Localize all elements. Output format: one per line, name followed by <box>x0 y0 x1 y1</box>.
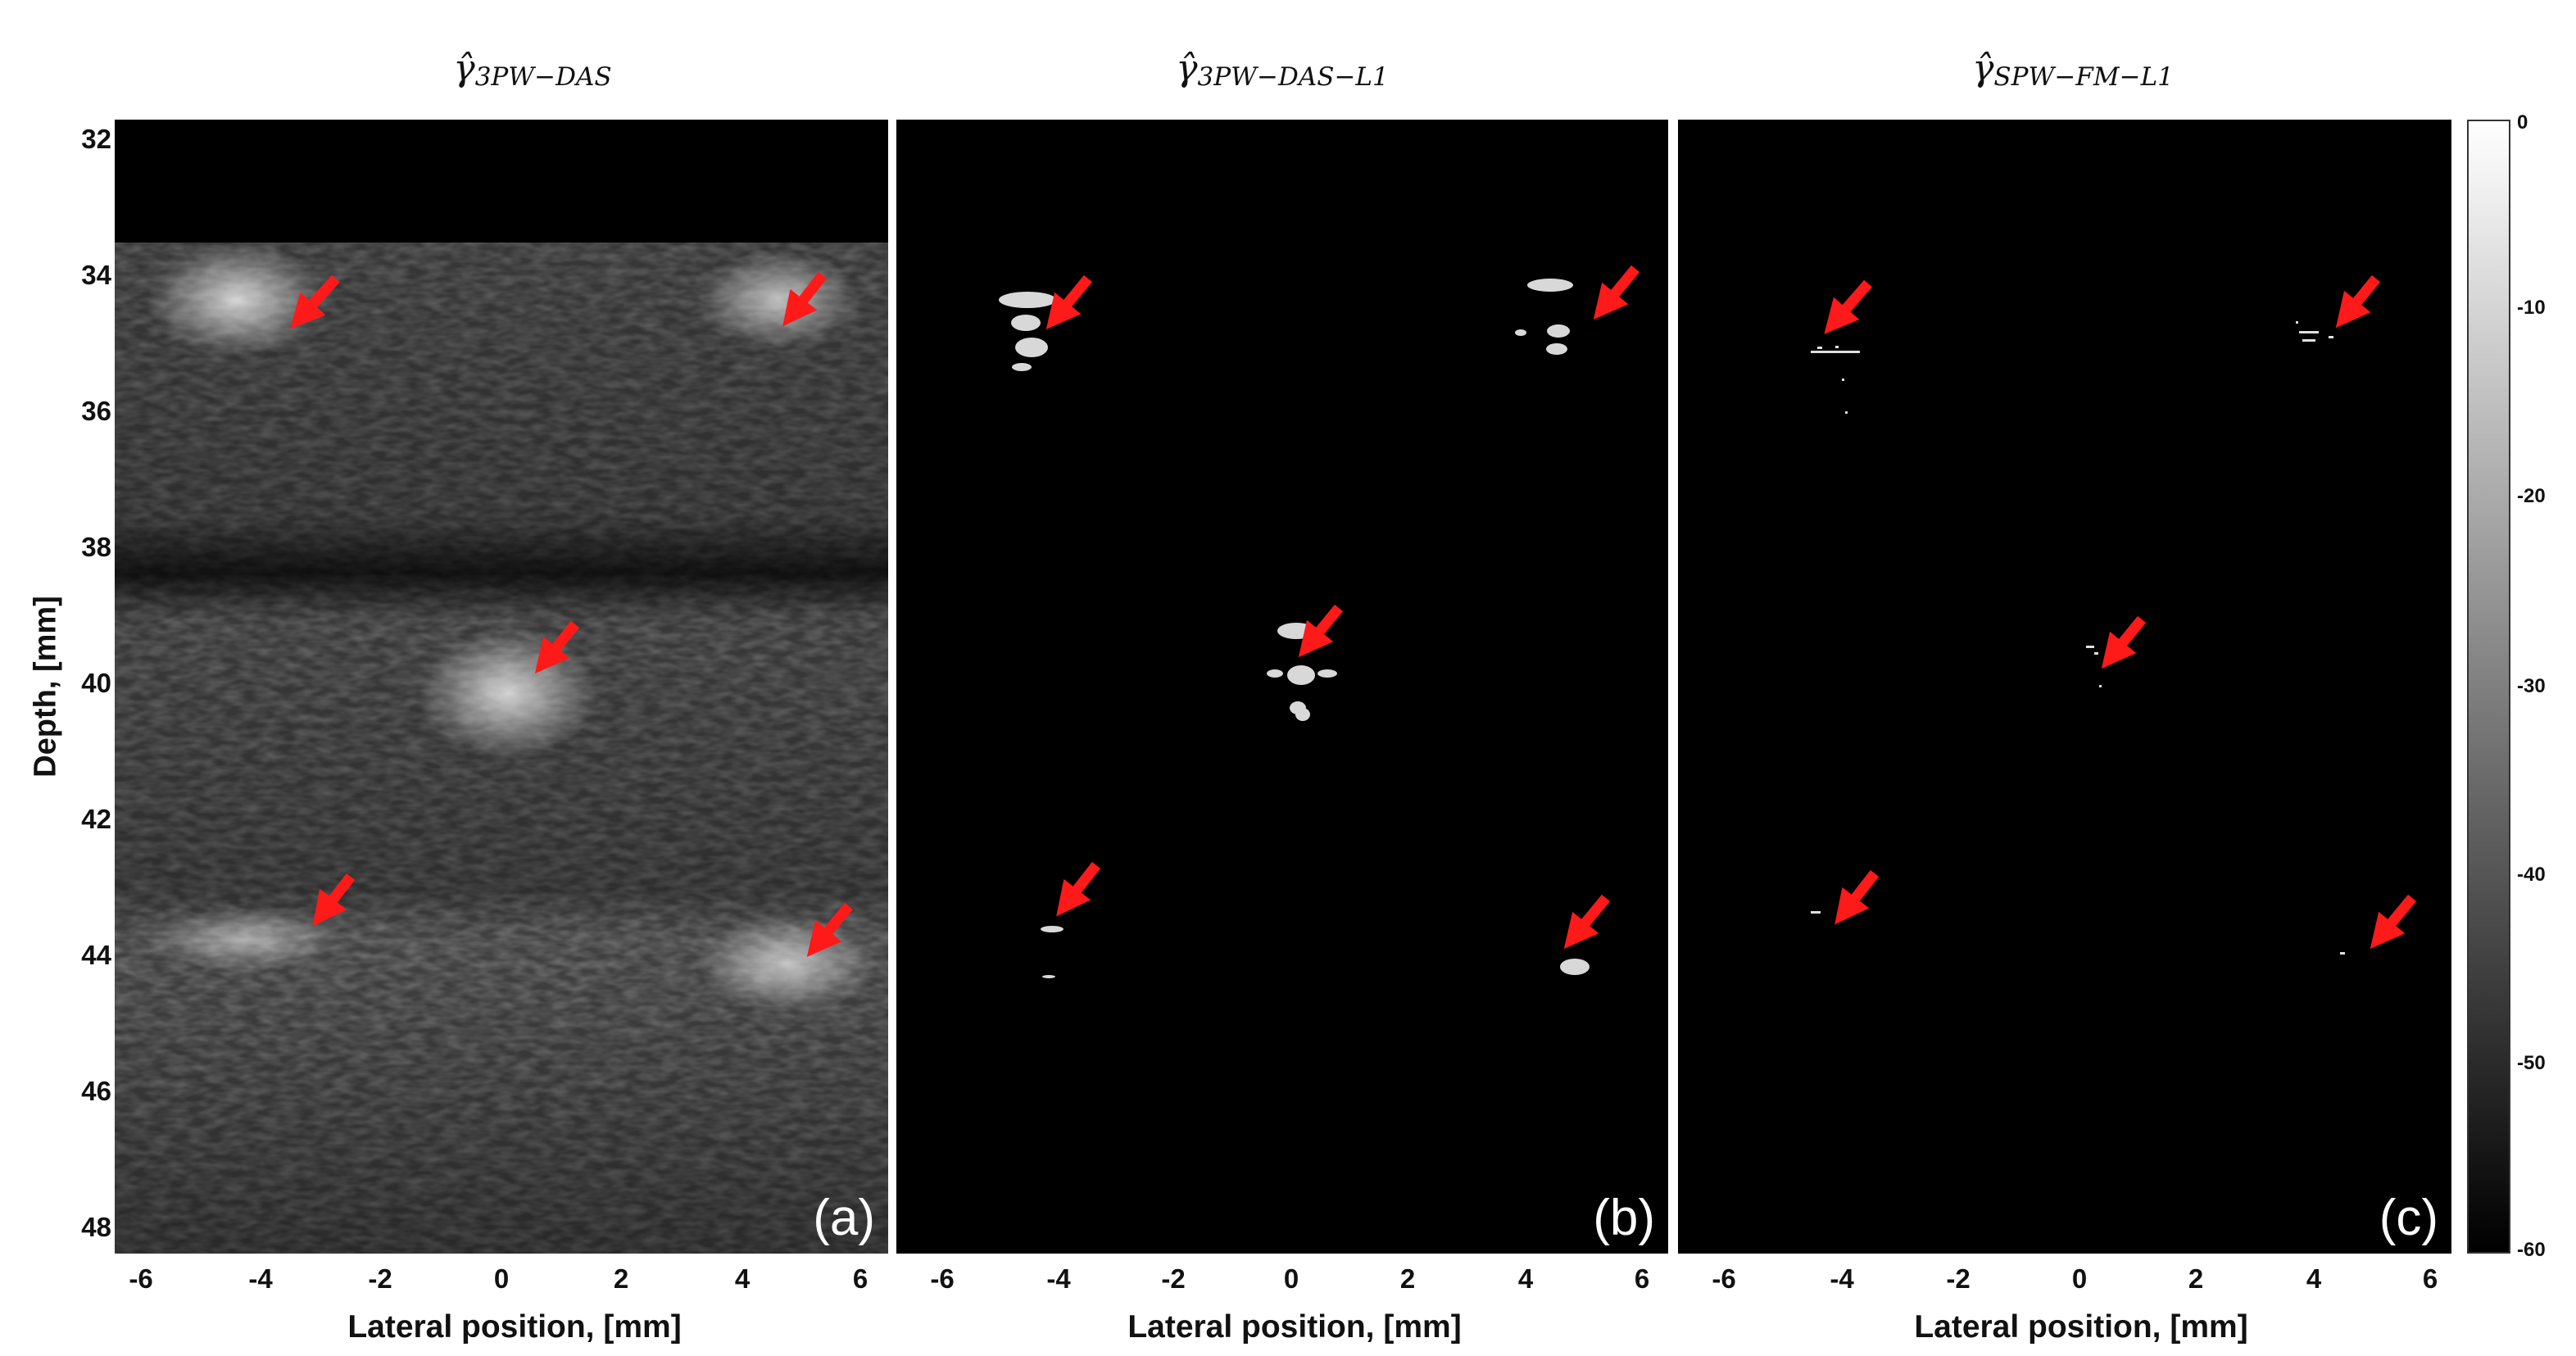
x-tick: 2 <box>613 1263 629 1294</box>
title-subscript: SPW−FM−L1 <box>1993 62 2174 92</box>
dot <box>2299 331 2319 333</box>
x-tick: 0 <box>493 1263 510 1294</box>
colorbar-tick: -30 <box>2517 675 2546 697</box>
y-tick: 46 <box>81 1076 111 1106</box>
blob <box>1015 338 1048 357</box>
colorbar-tick: -20 <box>2517 485 2546 507</box>
x-axis-label-c: Lateral position, [mm] <box>1914 1309 2248 1345</box>
gamma-hat: γ̂ <box>453 48 475 89</box>
blob <box>1041 926 1064 932</box>
colorbar-tick: -10 <box>2517 297 2546 319</box>
y-tick: 34 <box>81 260 111 290</box>
blob <box>999 292 1056 308</box>
title-subscript: 3PW−DAS−L1 <box>1197 62 1389 92</box>
x-tick: -2 <box>1946 1263 1971 1294</box>
panel-b-image: (b) <box>896 120 1668 1254</box>
colorbar-tick: -60 <box>2517 1239 2546 1261</box>
y-tick: 42 <box>81 804 111 834</box>
dot <box>1811 351 1860 353</box>
dot <box>1811 911 1821 914</box>
panel-title-c: γ̂SPW−FM−L1 <box>1972 48 2174 92</box>
x-tick: 6 <box>1634 1263 1650 1294</box>
gamma-hat: γ̂ <box>1176 48 1198 89</box>
x-tick: 4 <box>1517 1263 1534 1294</box>
panel-label-a: (a) <box>813 1190 875 1246</box>
x-tick: 6 <box>852 1263 868 1294</box>
panel-title-b: γ̂3PW−DAS−L1 <box>1176 48 1388 92</box>
panel-title-a: γ̂3PW−DAS <box>453 48 611 92</box>
colorbar <box>2467 120 2510 1254</box>
x-tick: -4 <box>1830 1263 1854 1294</box>
ultrasound-das-l1-image <box>896 120 1668 1254</box>
blob <box>1011 315 1041 331</box>
colorbar-tick: 0 <box>2517 111 2528 134</box>
y-tick: 48 <box>81 1212 111 1242</box>
dot <box>2086 646 2094 648</box>
y-axis-label: Depth, [mm] <box>28 596 63 778</box>
blob <box>1527 279 1573 292</box>
x-tick: 6 <box>2422 1263 2438 1294</box>
colorbar-tick: -40 <box>2517 864 2546 886</box>
blob <box>1560 959 1590 975</box>
blob <box>1267 669 1283 678</box>
y-tick: 44 <box>81 940 111 970</box>
dot <box>1835 346 1839 348</box>
y-tick: 36 <box>81 396 111 426</box>
x-axis-label-a: Lateral position, [mm] <box>347 1309 682 1345</box>
blob <box>1012 363 1032 371</box>
x-axis-label-b: Lateral position, [mm] <box>1127 1309 1462 1345</box>
blob <box>1317 669 1337 678</box>
gamma-hat: γ̂ <box>1972 48 1994 89</box>
x-tick: -6 <box>1712 1263 1736 1294</box>
x-tick: -4 <box>248 1263 273 1294</box>
blob <box>1277 623 1315 639</box>
dot <box>2302 339 2315 342</box>
panel-c-image: (c) <box>1678 120 2451 1254</box>
x-tick: 0 <box>2071 1263 2088 1294</box>
dot <box>1817 347 1822 349</box>
blob <box>1295 708 1310 721</box>
ultrasound-spw-fm-l1-image <box>1678 120 2451 1254</box>
panel-label-c: (c) <box>2379 1190 2438 1246</box>
y-tick: 32 <box>81 124 111 154</box>
y-tick: 38 <box>81 532 111 562</box>
ultrasound-das-image <box>115 120 888 1254</box>
blob <box>1515 329 1526 336</box>
x-tick: 4 <box>2306 1263 2322 1294</box>
colorbar-tick: -50 <box>2517 1052 2546 1074</box>
dot <box>2329 336 2333 338</box>
y-tick: 40 <box>81 668 111 698</box>
dot <box>2099 685 2102 687</box>
x-tick: -6 <box>129 1263 153 1294</box>
x-tick: 2 <box>1399 1263 1416 1294</box>
dot <box>1845 411 1848 414</box>
x-tick: 2 <box>2188 1263 2204 1294</box>
panel-a-image: (a) <box>115 120 888 1254</box>
blob <box>1547 324 1570 338</box>
x-tick: -2 <box>1161 1263 1186 1294</box>
blob <box>1546 343 1567 355</box>
blob <box>1042 975 1055 978</box>
x-tick: -2 <box>368 1263 392 1294</box>
blob <box>1287 665 1315 685</box>
dot <box>2094 652 2098 655</box>
x-tick: -6 <box>930 1263 955 1294</box>
dot <box>2340 952 2345 955</box>
x-tick: -4 <box>1046 1263 1071 1294</box>
panel-label-b: (b) <box>1593 1190 1655 1246</box>
title-subscript: 3PW−DAS <box>474 62 612 92</box>
x-tick: 0 <box>1283 1263 1299 1294</box>
dot <box>2296 321 2298 324</box>
x-tick: 4 <box>734 1263 751 1294</box>
dot <box>1842 379 1844 381</box>
